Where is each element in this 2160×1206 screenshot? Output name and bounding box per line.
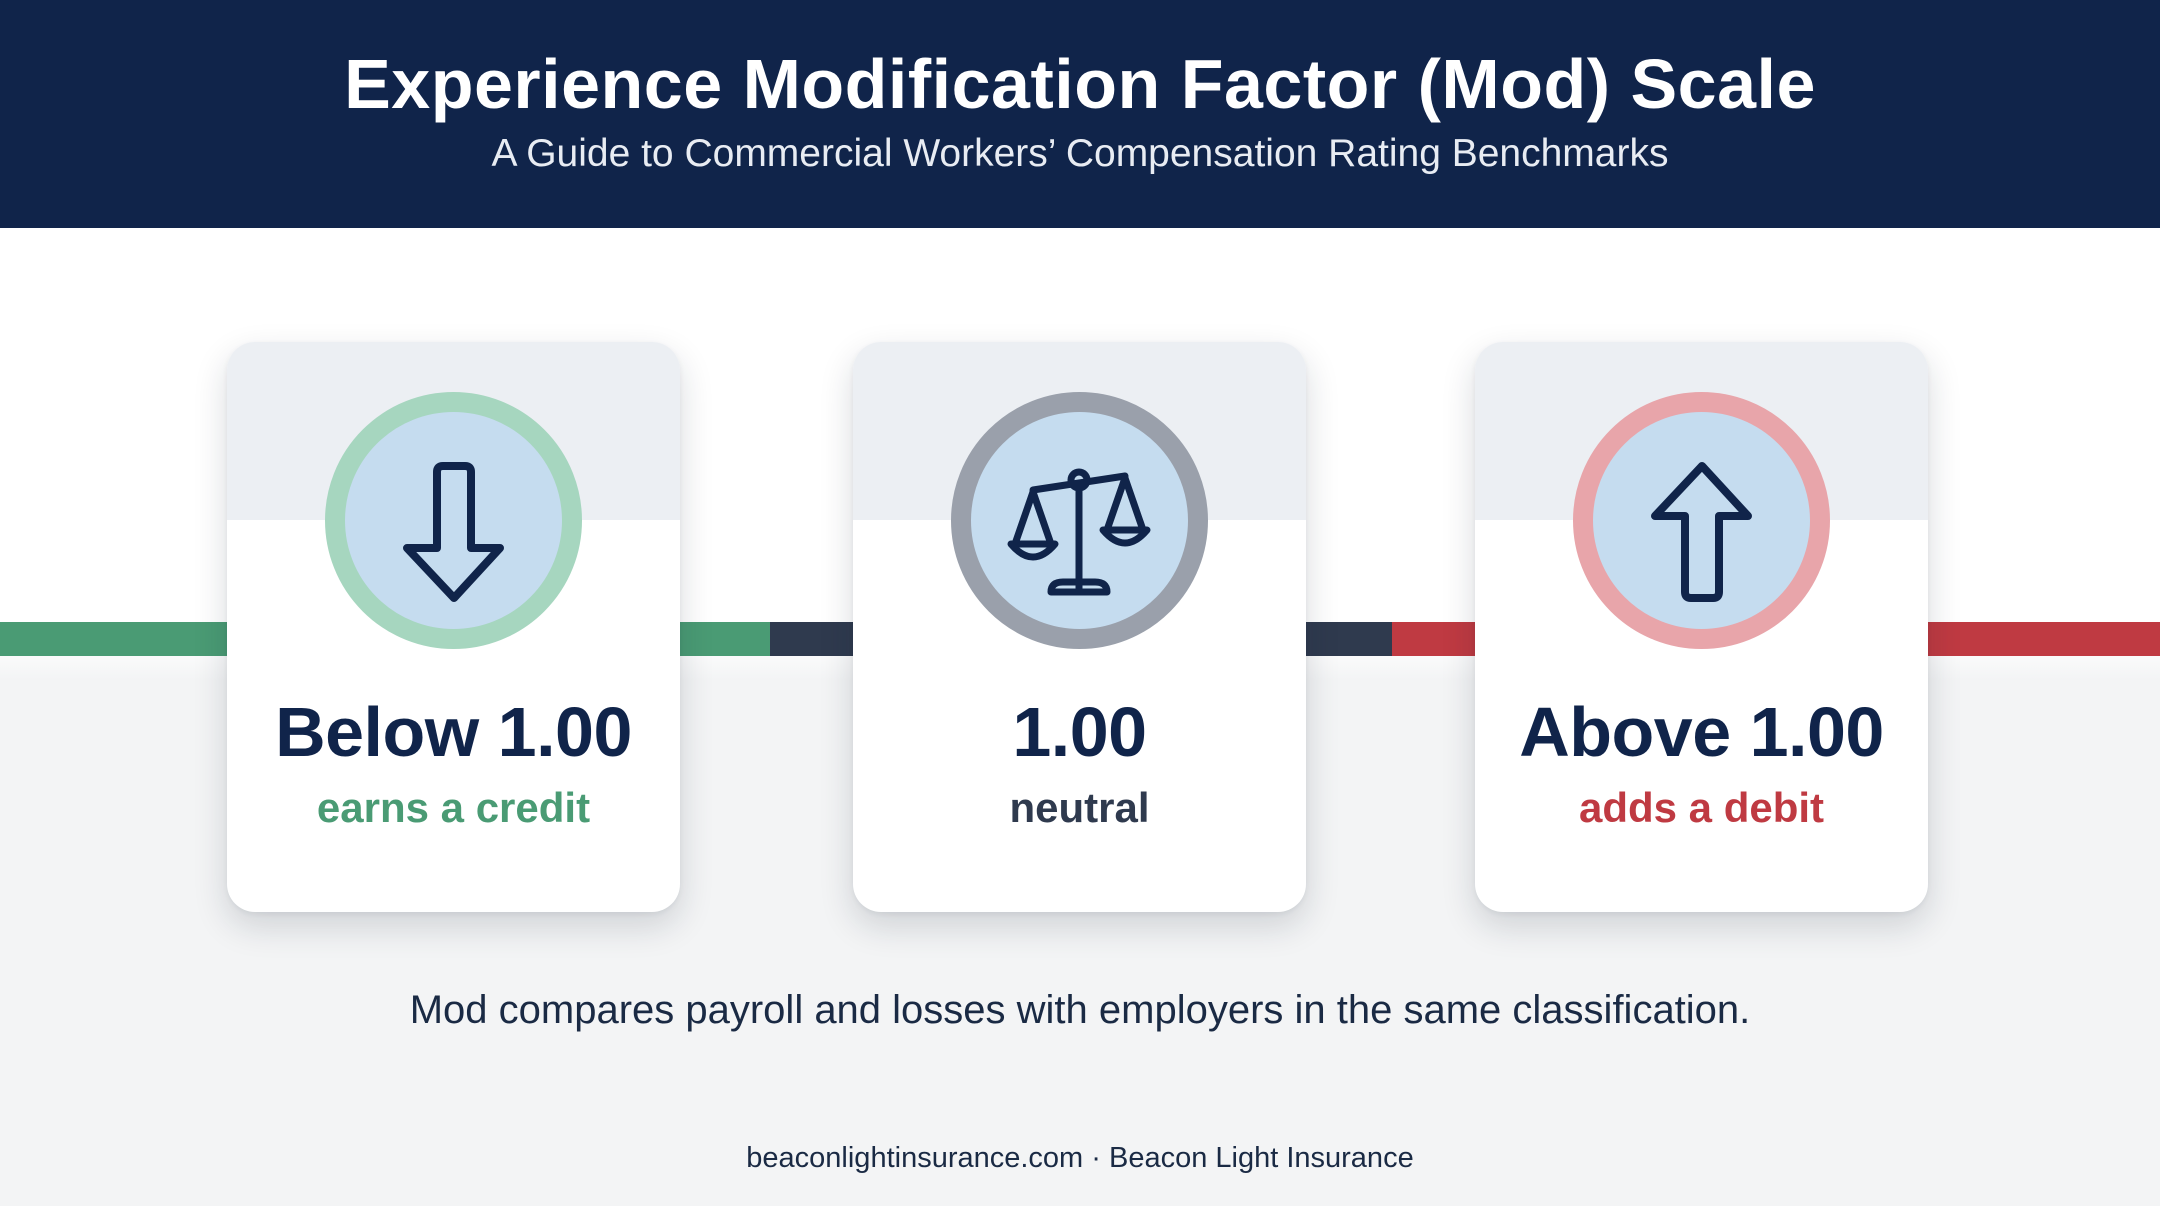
header-banner: Experience Modification Factor (Mod) Sca… bbox=[0, 0, 2160, 228]
credit-value: Below 1.00 bbox=[275, 693, 632, 771]
debit-label: adds a debit bbox=[1578, 784, 1825, 831]
credit-icon-ring bbox=[325, 392, 582, 649]
neutral-label: neutral bbox=[1009, 784, 1150, 831]
credit-label: earns a credit bbox=[316, 784, 591, 831]
neutral-icon-ring bbox=[951, 392, 1208, 649]
scale-bar-neutral-left bbox=[770, 622, 860, 656]
scale-bar-credit-left bbox=[0, 622, 240, 656]
page-subtitle: A Guide to Commercial Workers’ Compensat… bbox=[491, 132, 1669, 175]
debit-value: Above 1.00 bbox=[1519, 693, 1884, 771]
debit-card: Above 1.00 adds a debit bbox=[1475, 342, 1928, 912]
scale-bar-debit-right bbox=[1920, 622, 2160, 656]
balance-scale-icon bbox=[1007, 468, 1151, 596]
arrow-down-icon bbox=[403, 462, 504, 602]
neutral-value: 1.00 bbox=[1012, 693, 1147, 771]
scale-bar-neutral-right bbox=[1300, 622, 1392, 656]
arrow-up-icon bbox=[1651, 462, 1752, 602]
page-title: Experience Modification Factor (Mod) Sca… bbox=[344, 45, 1816, 123]
footer-credit: beaconlightinsurance.com · Beacon Light … bbox=[746, 1142, 1414, 1174]
debit-icon-ring bbox=[1573, 392, 1830, 649]
neutral-card: 1.00 neutral bbox=[853, 342, 1306, 912]
explanation-caption: Mod compares payroll and losses with emp… bbox=[409, 988, 1751, 1032]
credit-card: Below 1.00 earns a credit bbox=[227, 342, 680, 912]
